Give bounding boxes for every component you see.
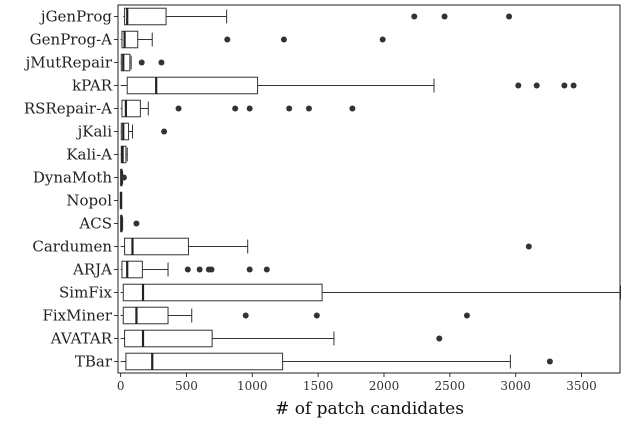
box-jmutrepair — [120, 53, 131, 72]
box-jgenprog — [124, 7, 167, 26]
x-tick-label-1000: 1000 — [237, 379, 268, 393]
outlier-fixminer-1 — [313, 312, 320, 319]
box-jkali — [120, 122, 130, 141]
category-label-rsrepair-a: RSRepair-A — [24, 100, 112, 118]
outlier-kpar-2 — [561, 82, 568, 89]
outlier-genprog-a-0 — [224, 36, 231, 43]
outlier-fixminer-0 — [242, 312, 249, 319]
box-arja — [121, 260, 143, 279]
category-label-tbar: TBar — [75, 353, 113, 371]
x-tick-label-2000: 2000 — [369, 379, 400, 393]
category-label-nopol: Nopol — [66, 192, 112, 210]
outlier-jgenprog-2 — [506, 13, 513, 20]
box-fixminer — [122, 306, 169, 325]
category-label-kali-a: Kali-A — [66, 146, 112, 164]
box-tbar — [125, 352, 284, 371]
outlier-arja-1 — [196, 266, 203, 273]
outlier-arja-4 — [246, 266, 253, 273]
category-label-fixminer: FixMiner — [42, 307, 112, 325]
outlier-arja-5 — [263, 266, 270, 273]
x-tick-label-500: 500 — [175, 379, 198, 393]
box-genprog-a — [121, 30, 139, 49]
outlier-jgenprog-1 — [441, 13, 448, 20]
outlier-avatar-0 — [436, 335, 443, 342]
box-simfix — [122, 283, 323, 302]
outlier-fixminer-2 — [463, 312, 470, 319]
x-tick-label-0: 0 — [117, 379, 125, 393]
x-tick-label-3000: 3000 — [500, 379, 531, 393]
outlier-kpar-1 — [533, 82, 540, 89]
outlier-jgenprog-0 — [411, 13, 418, 20]
outlier-arja-0 — [184, 266, 191, 273]
category-label-jgenprog: jGenProg — [39, 8, 112, 26]
outlier-kpar-0 — [515, 82, 522, 89]
outlier-jmutrepair-0 — [138, 59, 145, 66]
outlier-rsrepair-a-3 — [286, 105, 293, 112]
outlier-genprog-a-2 — [379, 36, 386, 43]
outlier-rsrepair-a-2 — [246, 105, 253, 112]
x-axis-title: # of patch candidates — [275, 399, 464, 419]
outlier-tbar-0 — [546, 358, 553, 365]
x-tick-label-1500: 1500 — [303, 379, 334, 393]
category-label-cardumen: Cardumen — [32, 238, 112, 256]
x-tick-label-2500: 2500 — [435, 379, 466, 393]
outlier-rsrepair-a-1 — [232, 105, 239, 112]
plot-frame — [117, 4, 621, 374]
box-rsrepair-a — [121, 99, 141, 118]
outlier-arja-3 — [208, 266, 215, 273]
category-label-arja: ARJA — [72, 261, 112, 279]
x-tick-label-3500: 3500 — [566, 379, 597, 393]
category-label-dynamoth: DynaMoth — [33, 169, 113, 187]
outlier-genprog-a-1 — [280, 36, 287, 43]
category-label-acs: ACS — [78, 215, 112, 233]
outlier-rsrepair-a-4 — [305, 105, 312, 112]
outlier-kpar-3 — [570, 82, 577, 89]
outlier-rsrepair-a-5 — [349, 105, 356, 112]
category-label-kpar: kPAR — [72, 77, 113, 95]
category-label-genprog-a: GenProg-A — [30, 31, 112, 49]
outlier-cardumen-0 — [525, 243, 532, 250]
box-kpar — [126, 76, 259, 95]
category-label-jkali: jKali — [76, 123, 113, 141]
outlier-jkali-0 — [161, 128, 168, 135]
category-label-jmutrepair: jMutRepair — [24, 54, 113, 72]
box-avatar — [124, 329, 213, 348]
outlier-acs-0 — [133, 220, 140, 227]
category-label-simfix: SimFix — [59, 284, 113, 302]
outlier-dynamoth-0 — [120, 174, 127, 181]
box-cardumen — [124, 237, 189, 256]
outlier-rsrepair-a-0 — [175, 105, 182, 112]
outlier-jmutrepair-1 — [158, 59, 165, 66]
category-label-avatar: AVATAR — [50, 330, 113, 348]
